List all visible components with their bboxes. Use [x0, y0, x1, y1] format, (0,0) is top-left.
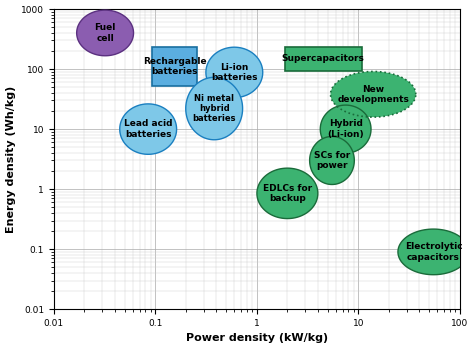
Polygon shape [284, 46, 362, 70]
Polygon shape [77, 10, 134, 56]
Polygon shape [320, 105, 371, 153]
Text: SCs for
power: SCs for power [314, 151, 350, 170]
Text: Ni metal
hybrid
batteries: Ni metal hybrid batteries [192, 94, 236, 124]
Y-axis label: Energy density (Wh/kg): Energy density (Wh/kg) [6, 86, 16, 233]
Polygon shape [206, 47, 263, 98]
Text: Supercapacitors: Supercapacitors [282, 54, 365, 63]
Text: New
developments: New developments [337, 84, 409, 104]
Text: Rechargable
batteries: Rechargable batteries [143, 57, 207, 76]
Text: Fuel
cell: Fuel cell [94, 23, 116, 43]
Text: EDLCs for
backup: EDLCs for backup [263, 184, 312, 203]
Polygon shape [398, 229, 469, 275]
Polygon shape [310, 136, 354, 185]
Polygon shape [120, 104, 177, 154]
Polygon shape [152, 47, 197, 86]
Polygon shape [330, 72, 416, 117]
Text: Hybrid
(Li-ion): Hybrid (Li-ion) [328, 119, 364, 139]
Text: Li-ion
batteries: Li-ion batteries [211, 63, 257, 82]
X-axis label: Power density (kW/kg): Power density (kW/kg) [186, 333, 328, 343]
Polygon shape [186, 77, 243, 140]
Text: Lead acid
batteries: Lead acid batteries [124, 119, 173, 139]
Polygon shape [257, 168, 318, 218]
Text: Electrolytic
capacitors: Electrolytic capacitors [405, 242, 462, 262]
